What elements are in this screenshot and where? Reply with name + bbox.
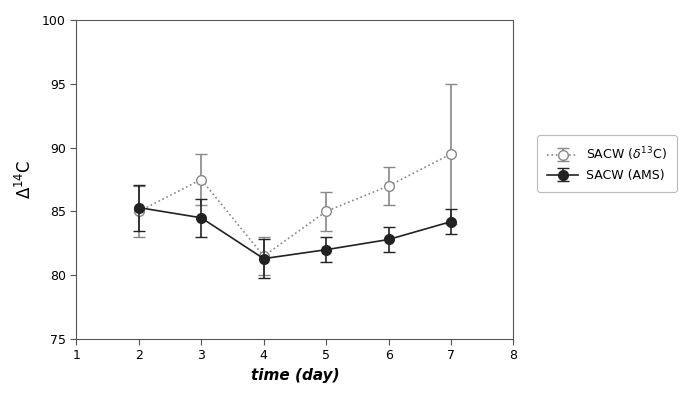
Legend: SACW ($\delta^{13}$C), SACW (AMS): SACW ($\delta^{13}$C), SACW (AMS) bbox=[537, 135, 677, 192]
Y-axis label: $\Delta^{14}$C: $\Delta^{14}$C bbox=[15, 160, 35, 199]
X-axis label: time (day): time (day) bbox=[251, 368, 339, 383]
